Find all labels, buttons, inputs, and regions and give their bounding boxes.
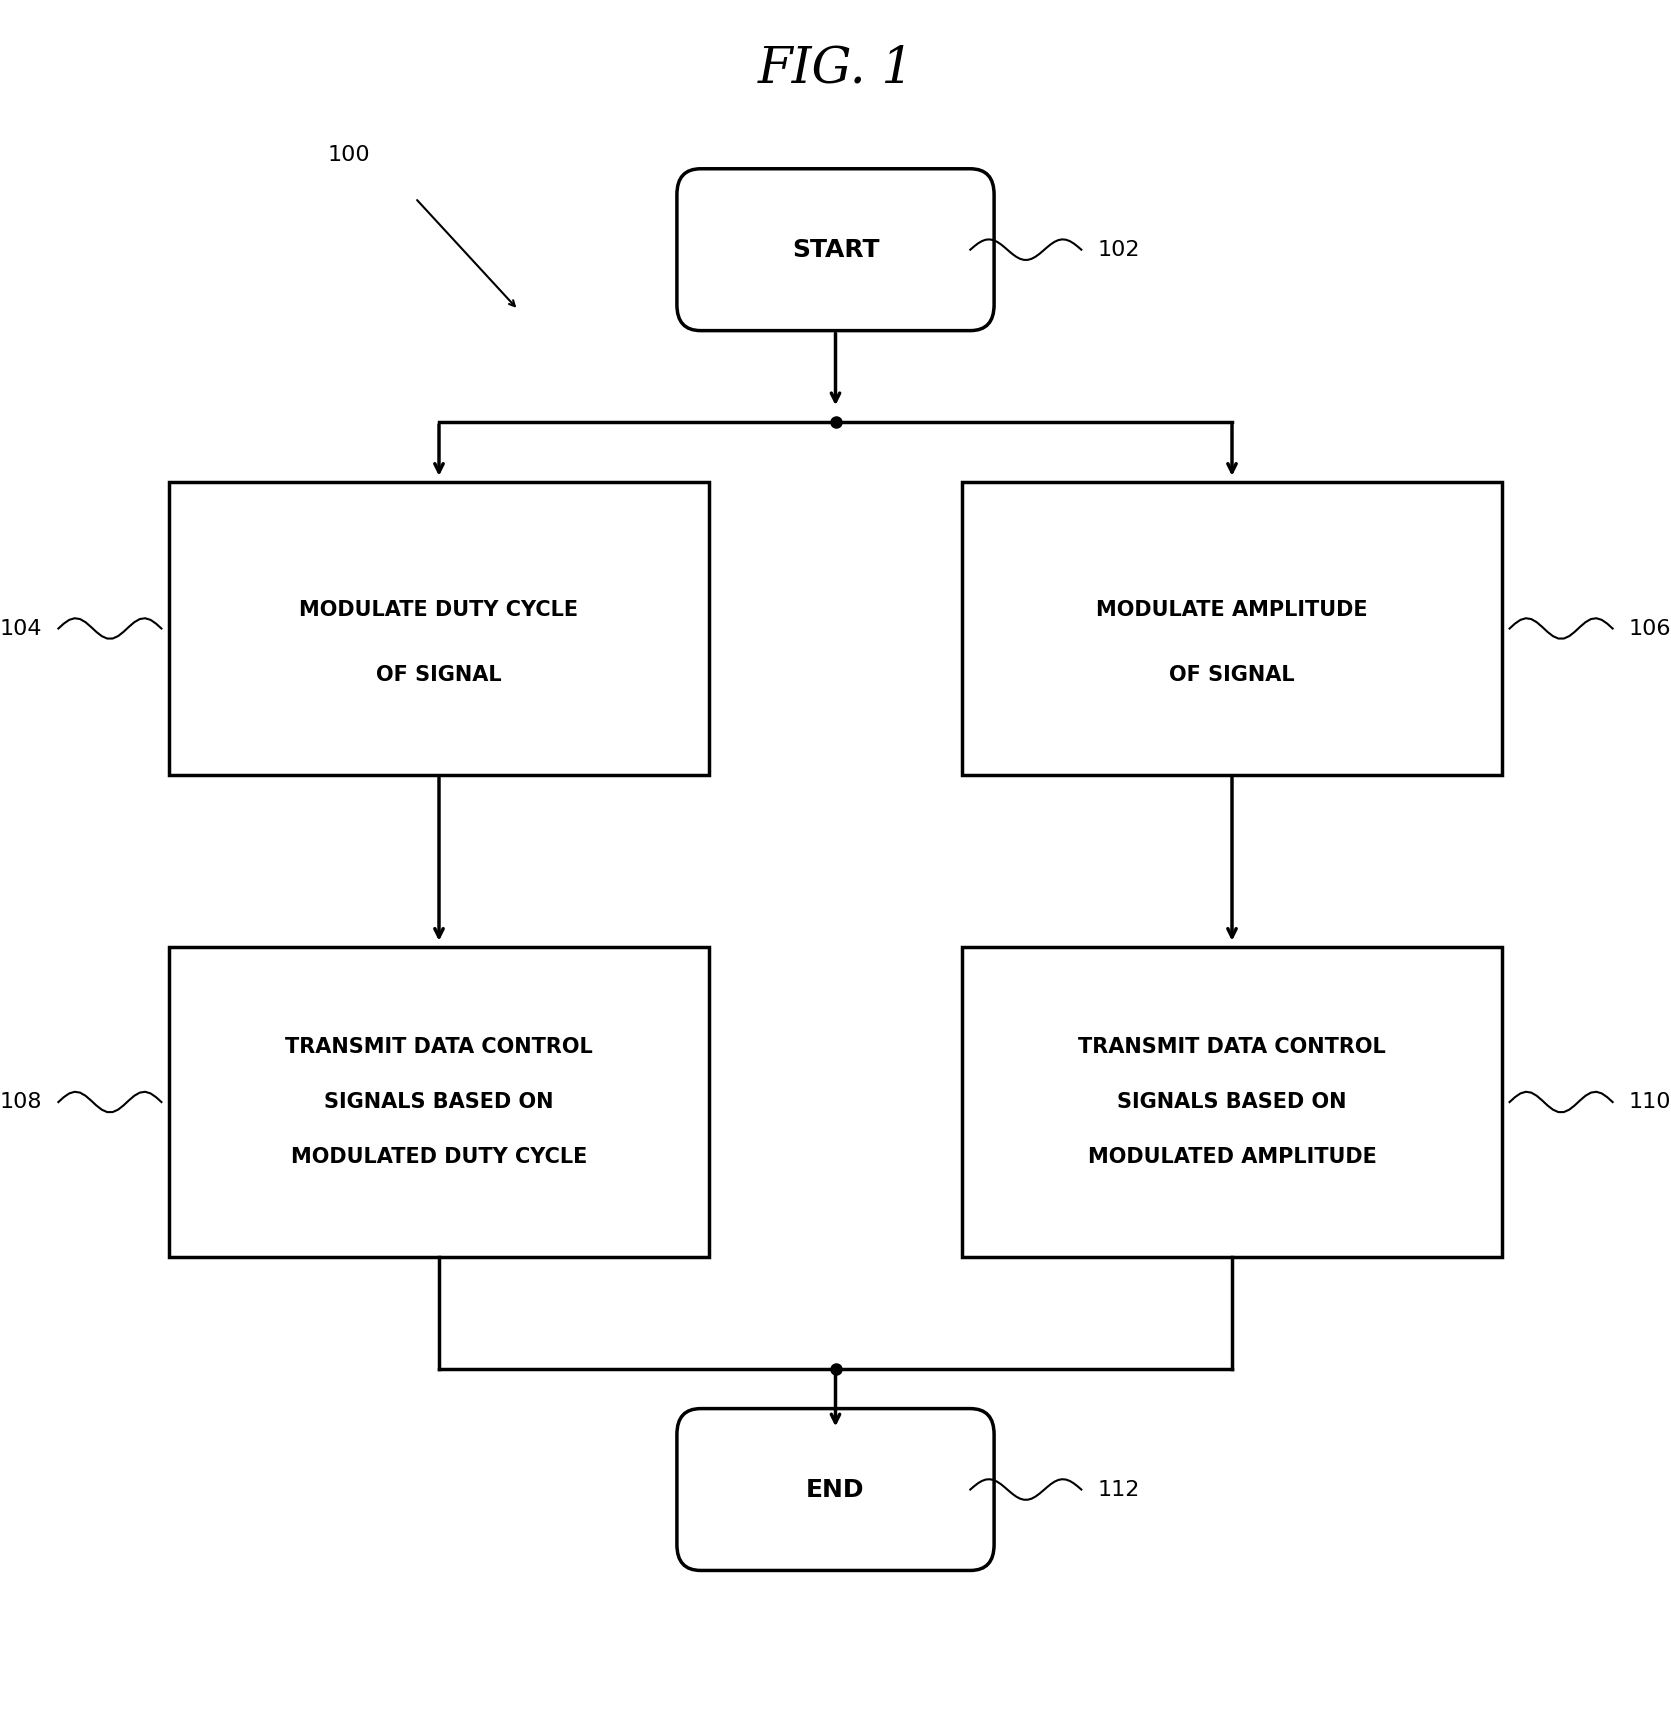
Text: MODULATE DUTY CYCLE: MODULATE DUTY CYCLE bbox=[299, 599, 578, 620]
FancyBboxPatch shape bbox=[677, 1409, 994, 1570]
Text: MODULATE AMPLITUDE: MODULATE AMPLITUDE bbox=[1096, 599, 1369, 620]
Text: OF SIGNAL: OF SIGNAL bbox=[1170, 665, 1295, 685]
Text: FIG. 1: FIG. 1 bbox=[757, 45, 914, 93]
Text: OF SIGNAL: OF SIGNAL bbox=[376, 665, 501, 685]
FancyBboxPatch shape bbox=[677, 169, 994, 331]
Text: MODULATED DUTY CYCLE: MODULATED DUTY CYCLE bbox=[291, 1147, 587, 1168]
Text: MODULATED AMPLITUDE: MODULATED AMPLITUDE bbox=[1088, 1147, 1377, 1168]
Bar bbox=[169, 482, 709, 775]
Text: 110: 110 bbox=[1629, 1092, 1671, 1112]
Text: 100: 100 bbox=[328, 145, 371, 165]
Text: END: END bbox=[805, 1477, 866, 1502]
Text: 104: 104 bbox=[0, 618, 42, 639]
Text: SIGNALS BASED ON: SIGNALS BASED ON bbox=[1118, 1092, 1347, 1112]
Text: START: START bbox=[792, 238, 879, 262]
Text: SIGNALS BASED ON: SIGNALS BASED ON bbox=[324, 1092, 553, 1112]
Bar bbox=[962, 482, 1502, 775]
Text: 106: 106 bbox=[1629, 618, 1671, 639]
Text: 102: 102 bbox=[1098, 239, 1140, 260]
Bar bbox=[169, 947, 709, 1257]
Text: TRANSMIT DATA CONTROL: TRANSMIT DATA CONTROL bbox=[1078, 1037, 1385, 1057]
Text: 112: 112 bbox=[1098, 1479, 1140, 1500]
Text: 108: 108 bbox=[0, 1092, 42, 1112]
Bar bbox=[962, 947, 1502, 1257]
Text: TRANSMIT DATA CONTROL: TRANSMIT DATA CONTROL bbox=[286, 1037, 593, 1057]
